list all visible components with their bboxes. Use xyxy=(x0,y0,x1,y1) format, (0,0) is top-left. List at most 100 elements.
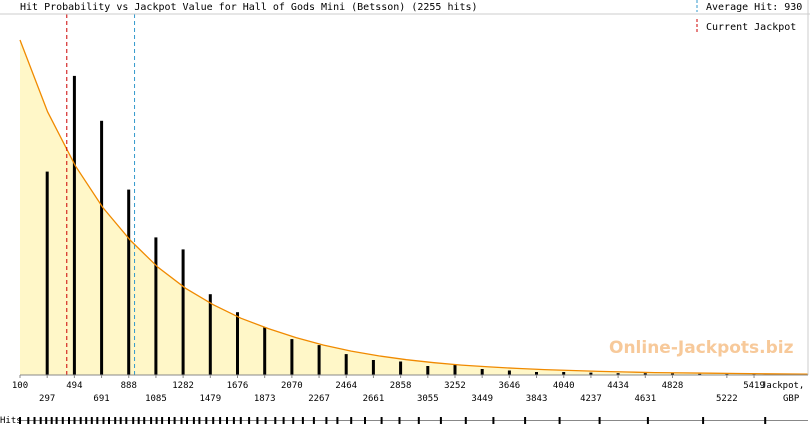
bar xyxy=(208,294,212,375)
x-tick-label: 691 xyxy=(93,394,109,404)
x-tick-label: 1676 xyxy=(227,381,249,391)
hit-mark xyxy=(108,417,110,424)
hit-mark xyxy=(598,417,601,424)
chart-title: Hit Probability vs Jackpot Value for Hal… xyxy=(20,2,478,13)
x-tick-label: 3843 xyxy=(526,394,548,404)
hit-mark xyxy=(256,417,259,424)
x-tick-label: 3252 xyxy=(444,381,466,391)
bar xyxy=(480,369,484,375)
hit-mark xyxy=(301,417,304,424)
x-axis-label-line2: GBP xyxy=(783,394,800,404)
legend-current-label: Current Jackpot xyxy=(706,22,796,33)
x-tick-label: 1479 xyxy=(199,394,221,404)
hit-mark xyxy=(524,417,527,424)
hit-mark xyxy=(205,417,208,424)
hits-marks-group xyxy=(19,417,767,424)
x-tick-labels-top: 100 494 888 1282 1676 2070 2464 2858 3252 3646 404… xyxy=(12,375,765,391)
bar xyxy=(154,237,158,375)
hit-mark xyxy=(45,417,48,424)
hit-mark xyxy=(119,417,122,424)
bar xyxy=(344,354,348,375)
hit-mark xyxy=(90,417,93,424)
legend-average-label: Average Hit: 930 xyxy=(706,2,802,13)
hit-mark xyxy=(380,417,383,424)
hit-mark xyxy=(114,417,117,424)
hit-mark xyxy=(264,417,267,424)
hits-row-label: Hits xyxy=(0,416,22,425)
hit-mark xyxy=(143,417,146,424)
bar xyxy=(45,171,49,375)
hit-mark xyxy=(61,417,64,424)
hit-mark xyxy=(312,417,315,424)
hit-mark xyxy=(325,417,328,424)
hit-mark xyxy=(282,417,285,424)
x-axis-label-line1: Jackpot, xyxy=(761,381,804,391)
bar xyxy=(698,373,702,375)
x-tick-label: 1282 xyxy=(172,381,194,391)
hit-mark xyxy=(239,417,242,424)
bar xyxy=(562,372,566,375)
x-tick-label: 297 xyxy=(39,394,55,404)
hit-mark xyxy=(364,417,366,424)
x-tick-label: 3449 xyxy=(471,394,493,404)
hit-mark xyxy=(85,417,88,424)
hit-mark xyxy=(232,417,235,424)
hit-mark xyxy=(19,417,21,424)
x-tick-label: 4237 xyxy=(580,394,602,404)
bar xyxy=(399,361,403,375)
bar xyxy=(426,366,430,375)
hit-mark xyxy=(646,417,649,424)
x-tick-label: 4040 xyxy=(553,381,575,391)
hit-mark xyxy=(39,417,42,424)
hit-mark xyxy=(96,417,99,424)
hit-mark xyxy=(464,417,467,424)
fit-curve xyxy=(19,39,809,375)
hit-mark xyxy=(226,417,228,424)
x-tick-label: 5222 xyxy=(716,394,738,404)
x-tick-label: 2464 xyxy=(335,381,357,391)
bar xyxy=(453,364,457,375)
x-tick-label: 2070 xyxy=(281,381,303,391)
hit-mark xyxy=(79,417,82,424)
x-tick-label: 1085 xyxy=(145,394,167,404)
bars-group xyxy=(45,75,756,376)
legend: Average Hit: 930 Current Jackpot xyxy=(696,0,802,33)
hit-mark xyxy=(173,417,176,424)
hit-mark xyxy=(764,417,767,424)
x-tick-label: 100 xyxy=(12,381,28,391)
bar xyxy=(535,372,538,375)
watermark: Online-Jackpots.biz xyxy=(609,338,794,358)
hit-mark xyxy=(350,417,353,424)
x-tick-label: 4631 xyxy=(634,394,656,404)
hit-mark xyxy=(702,417,705,424)
bar xyxy=(263,327,267,375)
x-tick-label: 2267 xyxy=(308,394,330,404)
bar xyxy=(616,373,620,375)
bar xyxy=(236,312,239,375)
hit-mark xyxy=(180,417,183,424)
bar xyxy=(100,120,104,375)
hit-mark xyxy=(212,417,215,424)
hit-mark xyxy=(137,417,140,424)
x-tick-label: 3055 xyxy=(417,394,439,404)
hit-mark xyxy=(68,417,70,424)
hit-mark xyxy=(150,417,153,424)
x-tick-label: 3646 xyxy=(499,381,521,391)
hit-mark xyxy=(27,417,30,424)
hit-mark xyxy=(198,417,201,424)
hit-mark xyxy=(398,417,401,424)
x-tick-label: 5419 xyxy=(743,381,765,391)
hit-mark xyxy=(168,417,170,424)
bar xyxy=(643,373,647,375)
hit-mark xyxy=(125,417,128,424)
hit-mark xyxy=(336,417,339,424)
hit-mark xyxy=(192,417,195,424)
hit-mark xyxy=(186,417,188,424)
x-tick-label: 494 xyxy=(66,381,82,391)
x-tick-label: 888 xyxy=(121,381,137,391)
bar xyxy=(72,75,76,376)
hit-mark xyxy=(248,417,251,424)
hit-mark xyxy=(417,417,420,424)
hit-mark xyxy=(73,417,76,424)
hit-mark xyxy=(219,417,222,424)
